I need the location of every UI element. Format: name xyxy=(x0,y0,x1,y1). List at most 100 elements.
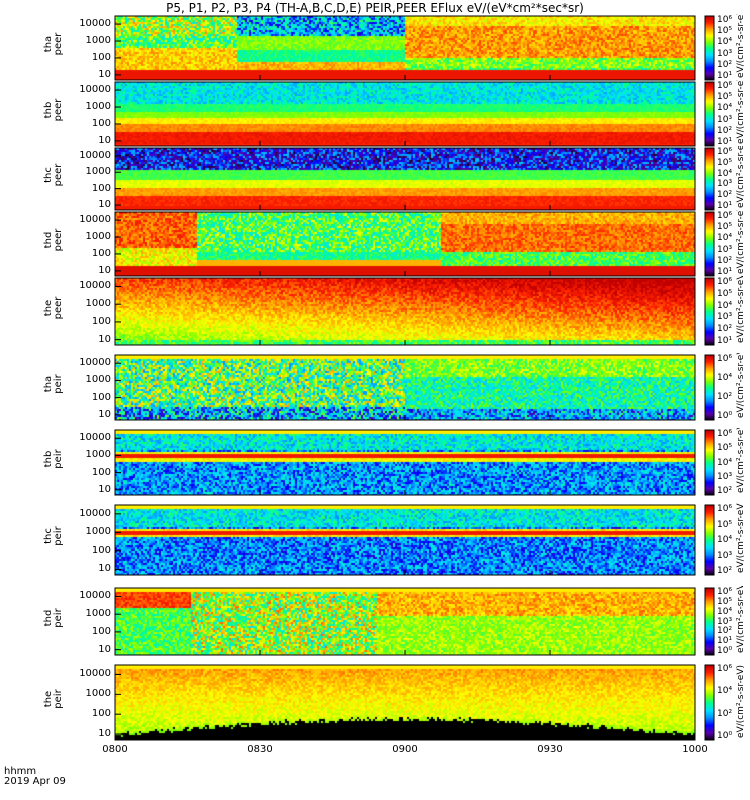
colorbar-tick-label: 10⁵ xyxy=(717,222,733,233)
y-tick-label: 10000 xyxy=(79,18,111,30)
y-tick-label: 1000 xyxy=(85,35,111,47)
colorbar-tick-label: 10² xyxy=(717,486,733,496)
y-tick-label: 100 xyxy=(91,51,111,63)
colorbar-e-ion xyxy=(705,665,714,740)
colorbar-tick-label: 10³ xyxy=(717,616,733,627)
colorbar-e-electron xyxy=(705,278,714,345)
colorbar-c-electron xyxy=(705,148,714,210)
colorbar-tick-label: 10³ xyxy=(717,244,733,255)
colorbar-tick-label: 10² xyxy=(717,708,733,719)
colorbar-b-electron xyxy=(705,82,714,146)
y-tick-label: 10 xyxy=(98,483,111,495)
colorbar-tick-label: 10³ xyxy=(717,114,733,125)
colorbar-tick-label: 10² xyxy=(717,190,733,201)
colorbar-frame xyxy=(704,277,715,346)
colorbar-tick-label: 10⁰ xyxy=(717,646,733,656)
colorbar-tick-label: 10⁵ xyxy=(717,157,733,168)
colorbar-tick-label: 10⁰ xyxy=(717,731,733,741)
colorbar-b-ion xyxy=(705,430,714,495)
spectrogram-panel-e-ion xyxy=(115,665,695,740)
y-tick-label: 10000 xyxy=(79,84,111,96)
panel-frame xyxy=(114,15,696,81)
y-tick-label: 100 xyxy=(91,315,111,327)
spectrogram-panel-e-electron xyxy=(115,278,695,345)
colorbar-tick-label: 10⁵ xyxy=(717,596,733,607)
x-tick-label: 0900 xyxy=(392,744,418,755)
colorbar-tick-label: 10⁵ xyxy=(717,288,733,299)
colorbar-frame xyxy=(704,587,715,656)
y-tick-label: 1000 xyxy=(85,231,111,243)
colorbar-tick-label: 10⁶ xyxy=(717,15,733,25)
colorbar-tick-label: 10⁵ xyxy=(717,519,733,530)
colorbar-tick-label: 10¹ xyxy=(717,201,733,211)
panel-frame xyxy=(114,587,696,656)
colorbar-tick-label: 10² xyxy=(717,59,733,70)
colorbar-tick-label: 10³ xyxy=(717,179,733,190)
colorbar-tick-label: 10² xyxy=(717,626,733,637)
colorbar-frame xyxy=(704,81,715,147)
colorbar-tick-label: 10⁰ xyxy=(717,411,733,421)
colorbar-tick-label: 10⁵ xyxy=(717,443,733,454)
colorbar-frame xyxy=(704,15,715,81)
colorbar-tick-label: 10⁴ xyxy=(717,457,733,468)
colorbar-tick-label: 10⁶ xyxy=(717,211,733,221)
spectrogram-panel-b-electron xyxy=(115,82,695,146)
spectrogram-panel-b-ion xyxy=(115,430,695,495)
colorbar-tick-label: 10⁴ xyxy=(717,37,733,48)
colorbar-tick-label: 10⁶ xyxy=(717,664,733,674)
colorbar-a-ion xyxy=(705,355,714,420)
colorbar-tick-label: 10⁴ xyxy=(717,606,733,617)
x-tick-label: 0800 xyxy=(102,744,128,755)
colorbar-tick-label: 10² xyxy=(717,125,733,136)
y-tick-label: 10 xyxy=(98,643,111,655)
y-tick-label: 10 xyxy=(98,333,111,345)
colorbar-tick-label: 10¹ xyxy=(717,336,733,346)
y-tick-label: 100 xyxy=(91,391,111,403)
panel-frame xyxy=(114,147,696,211)
colorbar-tick-label: 10⁵ xyxy=(717,26,733,37)
y-tick-label: 100 xyxy=(91,544,111,556)
y-tick-label: 100 xyxy=(91,708,111,720)
colorbar-tick-label: 10³ xyxy=(717,471,733,482)
y-tick-label: 1000 xyxy=(85,449,111,461)
y-tick-label: 100 xyxy=(91,466,111,478)
y-tick-label: 10000 xyxy=(79,590,111,602)
y-tick-label: 10 xyxy=(98,199,111,211)
colorbar-d-ion xyxy=(705,588,714,655)
colorbar-tick-label: 10¹ xyxy=(717,267,733,277)
y-tick-label: 1000 xyxy=(85,298,111,310)
y-tick-label: 1000 xyxy=(85,608,111,620)
spectrogram-panel-a-electron xyxy=(115,16,695,80)
panel-frame xyxy=(114,81,696,147)
colorbar-tick-label: 10⁶ xyxy=(717,354,733,364)
spectrogram-panel-a-ion xyxy=(115,355,695,420)
x-tick-label: 0830 xyxy=(247,744,273,755)
colorbar-c-ion xyxy=(705,505,714,575)
colorbar-tick-label: 10⁶ xyxy=(717,587,733,597)
panel-frame xyxy=(114,277,696,346)
spectrogram-panel-d-electron xyxy=(115,212,695,276)
colorbar-tick-label: 10⁶ xyxy=(717,81,733,91)
colorbar-tick-label: 10⁴ xyxy=(717,535,733,545)
y-tick-label: 10 xyxy=(98,134,111,146)
colorbar-tick-label: 10³ xyxy=(717,312,733,323)
spectrogram-panel-c-ion xyxy=(115,505,695,575)
colorbar-frame xyxy=(704,504,715,576)
colorbar-tick-label: 10² xyxy=(717,324,733,335)
y-tick-label: 1000 xyxy=(85,101,111,113)
colorbar-frame xyxy=(704,354,715,421)
colorbar-tick-label: 10⁶ xyxy=(717,429,733,439)
colorbar-a-electron xyxy=(705,16,714,80)
colorbar-tick-label: 10⁴ xyxy=(717,373,733,383)
y-tick-label: 10 xyxy=(98,563,111,575)
panel-frame xyxy=(114,429,696,496)
panel-frame xyxy=(114,504,696,576)
y-tick-label: 100 xyxy=(91,625,111,637)
y-tick-label: 10000 xyxy=(79,280,111,292)
colorbar-frame xyxy=(704,664,715,741)
colorbar-tick-label: 10³ xyxy=(717,550,733,561)
colorbar-tick-label: 10⁶ xyxy=(717,147,733,157)
panel-frame xyxy=(114,211,696,277)
